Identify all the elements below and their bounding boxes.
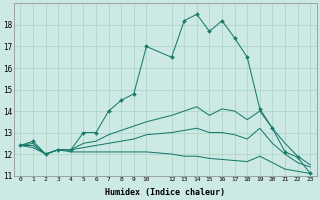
X-axis label: Humidex (Indice chaleur): Humidex (Indice chaleur) xyxy=(105,188,225,197)
